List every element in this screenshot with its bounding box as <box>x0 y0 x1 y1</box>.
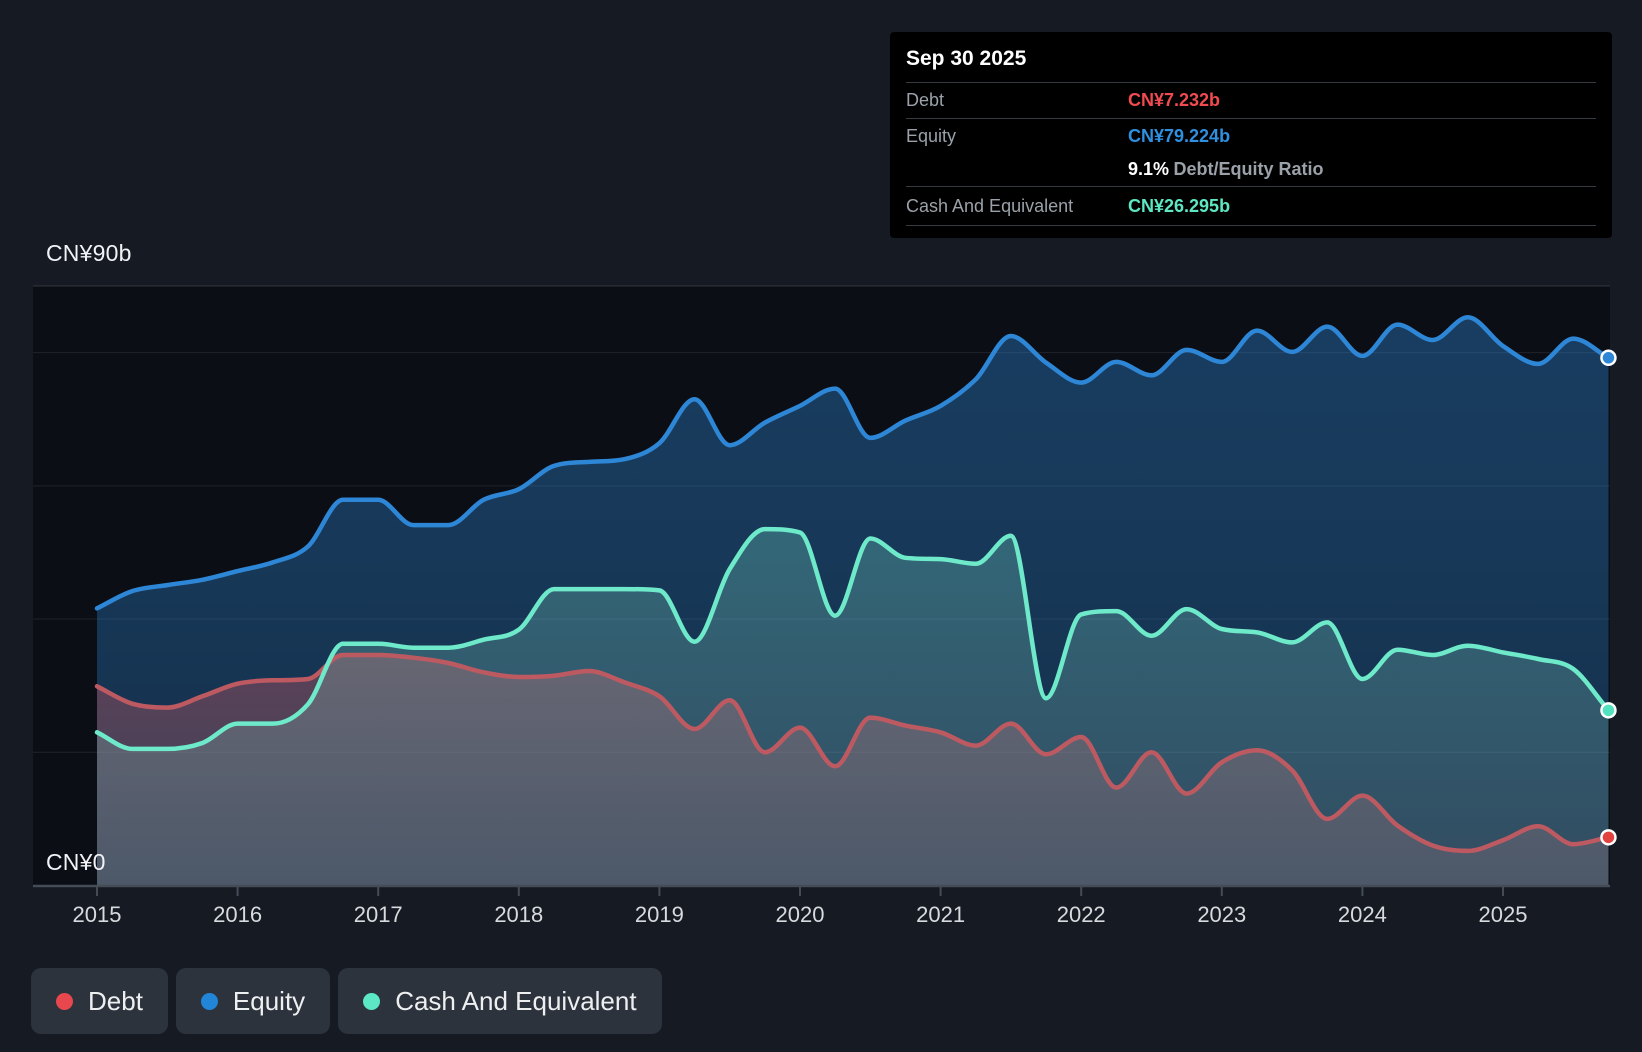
debt-end-marker <box>1600 829 1617 846</box>
tooltip-row-cash: Cash And Equivalent CN¥26.295b <box>906 187 1596 226</box>
tooltip-date: Sep 30 2025 <box>906 32 1596 83</box>
legend-equity-label: Equity <box>232 985 306 1016</box>
legend-item-cash[interactable]: Cash And Equivalent <box>338 968 662 1034</box>
tooltip-row-ratio: 9.1% Debt/Equity Ratio <box>906 153 1596 187</box>
tooltip-equity-label: Equity <box>906 125 957 146</box>
equity-line <box>94 315 1611 611</box>
y-axis-label-zero: CN¥0 <box>46 849 106 875</box>
x-axis-year-label-2019: 2019 <box>635 902 684 927</box>
tooltip-row-equity: Equity CN¥79.224b <box>906 119 1596 153</box>
legend-item-equity[interactable]: Equity <box>175 968 331 1034</box>
cash-legend-dot-icon <box>363 992 381 1010</box>
tooltip-equity-value: CN¥79.224b <box>1128 125 1231 146</box>
tooltip-cash-value: CN¥26.295b <box>1128 195 1231 216</box>
tooltip-debt-label: Debt <box>906 90 945 110</box>
tooltip-row-debt: Debt CN¥7.232b <box>906 83 1596 119</box>
debt-legend-dot-icon <box>56 992 73 1010</box>
x-axis-year-label-2018: 2018 <box>494 902 543 927</box>
x-axis-year-label-2020: 2020 <box>776 902 825 927</box>
tooltip-cash-label: Cash And Equivalent <box>906 195 1074 216</box>
legend-cash-label: Cash And Equivalent <box>395 985 637 1016</box>
x-axis-year-label-2023: 2023 <box>1197 902 1246 927</box>
x-axis-year-label-2017: 2017 <box>354 902 403 927</box>
chart-tooltip: Sep 30 2025 Debt CN¥7.232b Equity CN¥79.… <box>890 32 1612 238</box>
equity-legend-dot-icon <box>200 992 218 1010</box>
tooltip-ratio-value: 9.1% <box>1128 159 1170 179</box>
x-axis-year-label-2021: 2021 <box>916 902 965 927</box>
legend-item-debt[interactable]: Debt <box>31 968 168 1034</box>
cash-and-equivalent-area-fill <box>97 529 1609 886</box>
y-axis-label-max: CN¥90b <box>46 240 132 266</box>
cash-and-equivalent-line <box>94 526 1611 752</box>
legend-debt-label: Debt <box>88 985 143 1016</box>
x-axis-year-label-2015: 2015 <box>73 902 122 927</box>
debt-equity-cash-area-chart[interactable]: 2015 2016 2017 2018 2019 2020 2021 2022 2023 2024… <box>0 0 1642 952</box>
chart-legend: Debt Equity Cash And Equivalent <box>31 968 662 1034</box>
cash-and-equivalent-end-marker <box>1600 702 1617 719</box>
x-axis-year-label-2022: 2022 <box>1057 902 1106 927</box>
equity-end-marker <box>1600 349 1617 367</box>
debt-line <box>94 652 1611 854</box>
tooltip-ratio-label: Debt/Equity Ratio <box>1173 159 1324 179</box>
tooltip-debt-value: CN¥7.232b <box>1128 90 1221 110</box>
x-axis-year-label-2024: 2024 <box>1338 902 1387 927</box>
x-axis-year-label-2025: 2025 <box>1479 902 1528 927</box>
x-axis-year-label-2016: 2016 <box>213 902 262 927</box>
